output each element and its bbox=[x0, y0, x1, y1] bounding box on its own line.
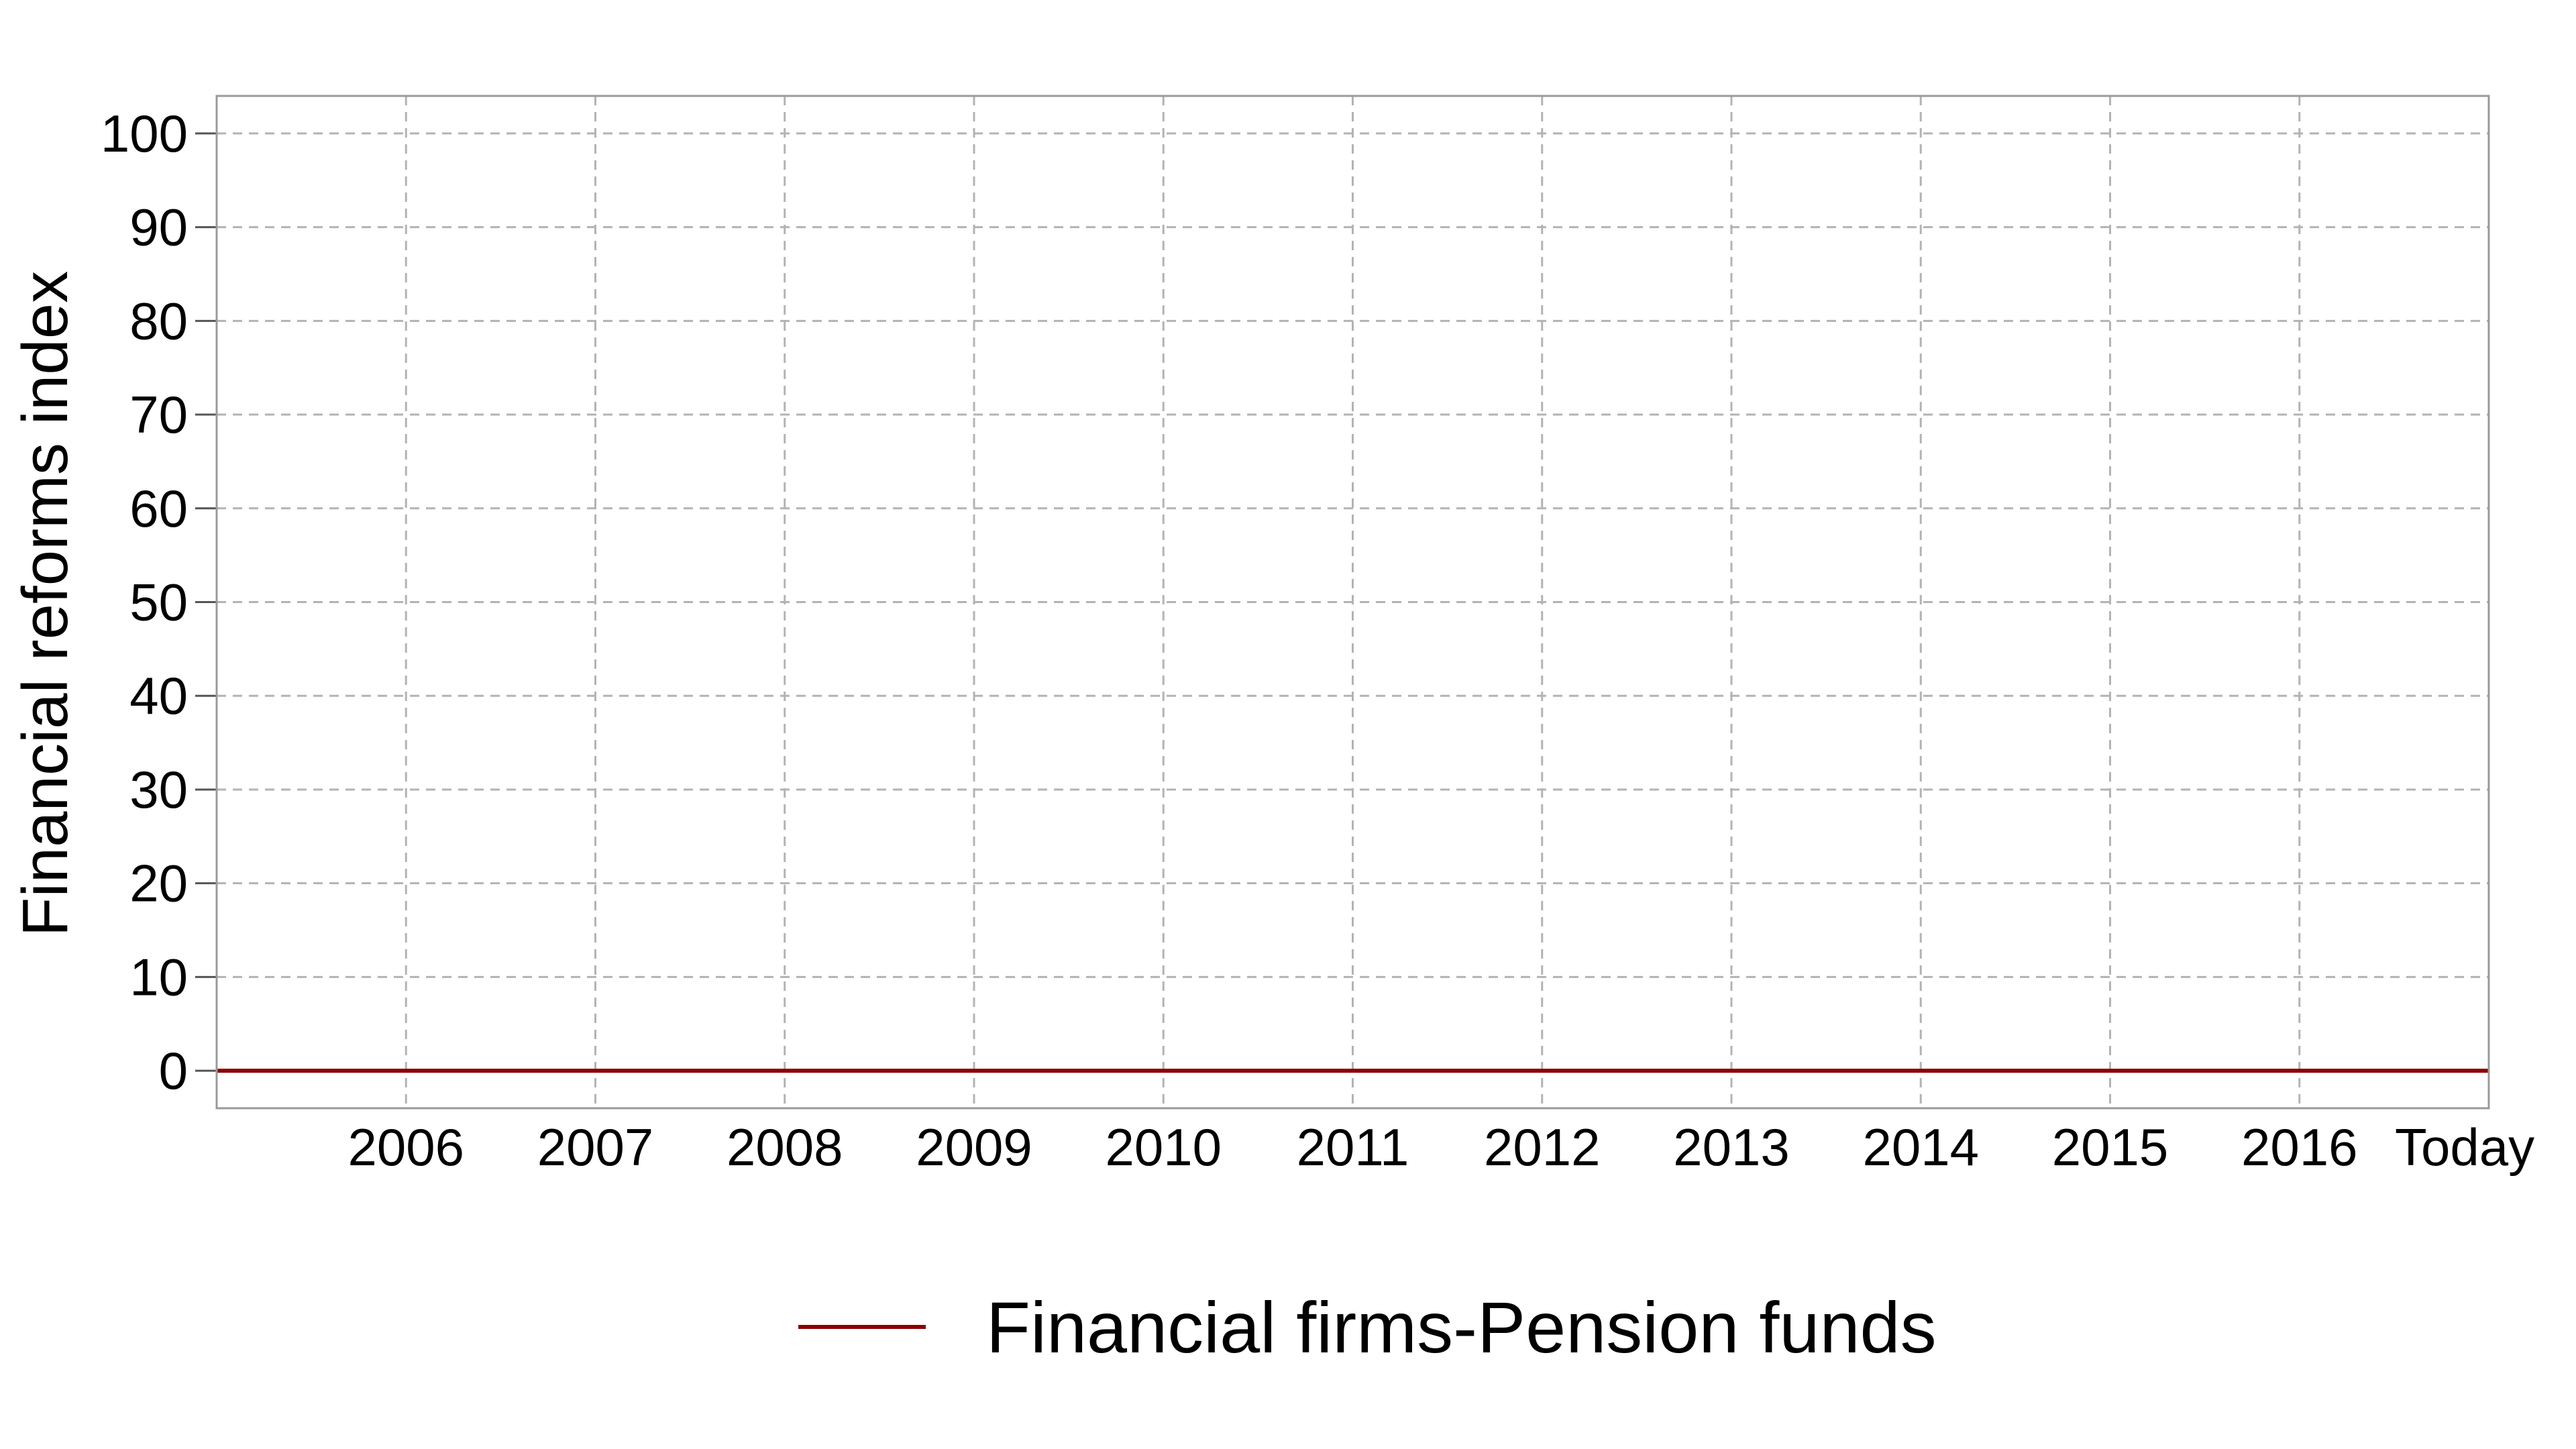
x-tick-label: 2007 bbox=[537, 1118, 654, 1177]
y-tick-label: 60 bbox=[129, 479, 188, 538]
grid bbox=[217, 96, 2489, 1108]
x-tick-label: 2016 bbox=[2241, 1118, 2358, 1177]
x-tick-label: 2008 bbox=[727, 1118, 843, 1177]
y-tick-label: 10 bbox=[129, 947, 188, 1006]
y-tick-label: 30 bbox=[129, 760, 188, 819]
y-tick-label: 40 bbox=[129, 666, 188, 725]
y-axis-title: Financial reforms index bbox=[9, 271, 81, 936]
x-tick-label: 2009 bbox=[916, 1118, 1032, 1177]
y-tick-label: 70 bbox=[129, 385, 188, 444]
x-tick-label: 2014 bbox=[1862, 1118, 1979, 1177]
y-tick-label: 80 bbox=[129, 291, 188, 350]
plot-frame bbox=[215, 95, 2490, 1110]
axis-ticks bbox=[195, 132, 217, 1072]
x-tick-label: 2011 bbox=[1297, 1118, 1409, 1177]
y-tick-label: 90 bbox=[129, 198, 188, 257]
y-tick-label: 100 bbox=[101, 104, 188, 163]
x-tick-label: 2006 bbox=[347, 1118, 464, 1177]
y-tick-labels: 0 10 20 30 40 50 60 70 80 90 100 bbox=[101, 104, 188, 1100]
x-tick-labels: 2006 2007 2008 2009 2010 2011 2012 2013 2014 2015… bbox=[347, 1118, 2534, 1177]
legend-label: Financial firms-Pension funds bbox=[986, 1287, 1937, 1368]
legend: Financial firms-Pension funds bbox=[798, 1287, 1937, 1368]
x-tick-label: 2015 bbox=[2052, 1118, 2169, 1177]
x-tick-label: Today bbox=[2395, 1118, 2534, 1177]
y-tick-label: 0 bbox=[159, 1041, 188, 1100]
x-tick-label: 2012 bbox=[1484, 1118, 1601, 1177]
y-tick-label: 20 bbox=[129, 854, 188, 913]
x-tick-label: 2013 bbox=[1673, 1118, 1790, 1177]
y-tick-label: 50 bbox=[129, 573, 188, 632]
x-tick-label: 2010 bbox=[1105, 1118, 1222, 1177]
